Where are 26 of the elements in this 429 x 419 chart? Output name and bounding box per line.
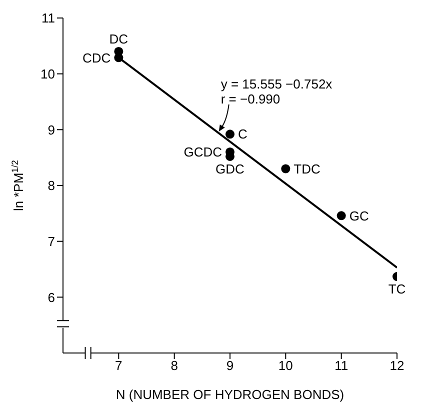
annotation: DC [109,32,128,46]
y-tick-label: 6 [48,290,55,305]
point [281,164,290,174]
x-axis-title: N (NUMBER OF HYDROGEN BONDS) [116,387,344,402]
annotation: GC [349,208,369,224]
annotation: TC [388,282,406,297]
y-tick-label: 10 [40,66,55,82]
annotation: GDC [216,162,244,177]
y-tick-label: 8 [48,178,55,194]
annotation: y = 15.555 −0.752x [220,76,333,92]
x-tick-label: 8 [170,358,178,374]
x-tick-label: 12 [390,358,404,374]
annotation: CDC [82,50,111,66]
x-tick-label: 11 [334,358,348,374]
x-tick-label: 7 [115,358,122,374]
y-tick-label: 9 [48,122,55,138]
y-tick-label: 7 [48,234,55,249]
annotation: GCDC [184,144,222,160]
annotation: C [238,126,248,142]
y-tick-label: 11 [42,10,55,26]
annotation: TDC [294,161,320,176]
point [336,211,346,220]
annotation: r = −0.990 [220,91,280,106]
point [225,130,235,139]
x-tick-label: 10 [278,358,293,374]
x-tick-label: 9 [226,358,234,374]
